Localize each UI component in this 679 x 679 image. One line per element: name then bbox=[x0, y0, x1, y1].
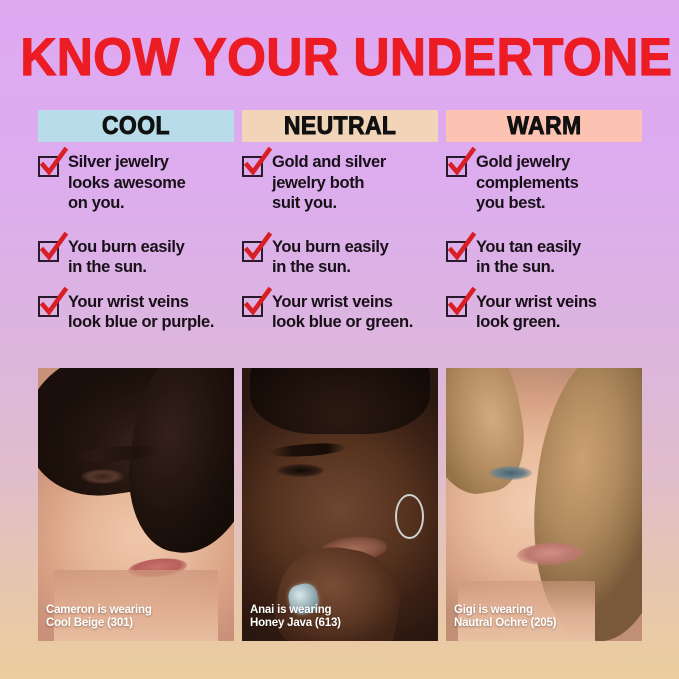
eyebrow-shape bbox=[269, 441, 349, 460]
checkbox-checked-icon bbox=[38, 146, 69, 177]
checklist-item-label: You burn easily in the sun. bbox=[272, 237, 389, 277]
model-portrait-image bbox=[38, 368, 234, 641]
checklist-item-label: Gold jewelry complements you best. bbox=[476, 153, 579, 212]
checkbox-checked-icon bbox=[242, 146, 273, 177]
checklist-item-label: Your wrist veins look blue or purple. bbox=[68, 292, 215, 332]
column-header-neutral-label: NEUTRAL bbox=[283, 111, 397, 140]
checklist-item-label: Your wrist veins look blue or green. bbox=[272, 292, 413, 332]
model-portrait-image bbox=[242, 368, 438, 641]
checklist-item-label: Gold and silver jewelry both suit you. bbox=[272, 153, 386, 212]
checklist-item: You tan easily in the sun. bbox=[446, 231, 642, 278]
checklist-column-cool: Silver jewelry looks awesome on you. You… bbox=[38, 146, 234, 333]
eye-shape bbox=[489, 466, 533, 480]
eye-shape bbox=[277, 463, 325, 478]
checkbox-checked-icon bbox=[242, 286, 273, 317]
neck-shape bbox=[457, 580, 595, 641]
checkbox-checked-icon bbox=[446, 231, 477, 262]
checklist-item: Gold and silver jewelry both suit you. bbox=[242, 146, 438, 214]
column-header-cool: COOL bbox=[38, 110, 234, 142]
model-photo-caption: Gigi is wearing Nautral Ochre (205) bbox=[454, 604, 557, 629]
checkbox-checked-icon bbox=[446, 286, 477, 317]
column-header-warm: WARM bbox=[446, 110, 642, 142]
checklist-column-neutral: Gold and silver jewelry both suit you. Y… bbox=[242, 146, 438, 333]
checkbox-checked-icon bbox=[38, 231, 69, 262]
checkbox-checked-icon bbox=[38, 286, 69, 317]
column-header-neutral: NEUTRAL bbox=[242, 110, 438, 142]
model-photo-row: Cameron is wearing Cool Beige (301) Anai… bbox=[38, 368, 642, 641]
model-photo-cool: Cameron is wearing Cool Beige (301) bbox=[38, 368, 234, 641]
page-title: KNOW YOUR UNDERTONE bbox=[20, 28, 673, 87]
checkbox-checked-icon bbox=[242, 231, 273, 262]
checklist-item-label: You tan easily in the sun. bbox=[476, 237, 581, 277]
eyebrow-shape bbox=[485, 450, 563, 461]
column-header-row: COOL NEUTRAL WARM bbox=[38, 110, 642, 142]
checklist-columns: Silver jewelry looks awesome on you. You… bbox=[38, 146, 642, 333]
checklist-item: Gold jewelry complements you best. bbox=[446, 146, 642, 214]
checklist-column-warm: Gold jewelry complements you best. You t… bbox=[446, 146, 642, 333]
earring-shape bbox=[394, 493, 425, 539]
checklist-item: You burn easily in the sun. bbox=[242, 231, 438, 278]
checklist-item: Your wrist veins look blue or purple. bbox=[38, 286, 234, 333]
checklist-item-label: Your wrist veins look green. bbox=[476, 292, 597, 332]
model-photo-warm: Gigi is wearing Nautral Ochre (205) bbox=[446, 368, 642, 641]
checklist-item: You burn easily in the sun. bbox=[38, 231, 234, 278]
model-photo-caption: Anai is wearing Honey Java (613) bbox=[250, 604, 341, 629]
column-header-warm-label: WARM bbox=[506, 111, 582, 140]
column-header-cool-label: COOL bbox=[102, 111, 170, 140]
hair-shape bbox=[249, 368, 431, 434]
checklist-item: Silver jewelry looks awesome on you. bbox=[38, 146, 234, 214]
checkbox-checked-icon bbox=[446, 146, 477, 177]
checklist-item: Your wrist veins look blue or green. bbox=[242, 286, 438, 333]
eye-shape bbox=[81, 469, 125, 484]
model-photo-neutral: Anai is wearing Honey Java (613) bbox=[242, 368, 438, 641]
neck-shape bbox=[53, 570, 219, 641]
checklist-item-label: Silver jewelry looks awesome on you. bbox=[68, 153, 186, 212]
checklist-item-label: You burn easily in the sun. bbox=[68, 237, 185, 277]
model-photo-caption: Cameron is wearing Cool Beige (301) bbox=[46, 604, 152, 629]
hair-shape bbox=[446, 368, 534, 501]
model-portrait-image bbox=[446, 368, 642, 641]
checklist-item: Your wrist veins look green. bbox=[446, 286, 642, 333]
